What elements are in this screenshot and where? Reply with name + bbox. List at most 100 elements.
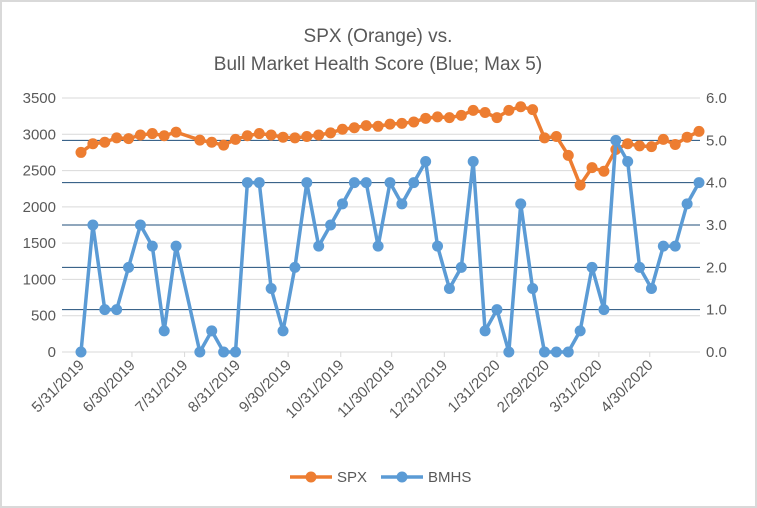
bmhs-point [313,240,325,252]
bmhs-point [479,325,491,337]
left-y-tick-label: 2500 [23,163,56,180]
spx-point [598,165,610,177]
right-y-tick-label: 2.0 [706,259,727,276]
bmhs-point [443,283,455,294]
bmhs-point [574,325,586,337]
bmhs-point [491,304,503,316]
bmhs-point [336,198,348,210]
bmhs-point [693,177,705,189]
bmhs-point [123,261,135,273]
chart-title-line-2: Bull Market Health Score (Blue; Max 5) [214,54,542,75]
spx-point [622,138,634,150]
spx-point [515,101,527,113]
spx-point [396,117,408,129]
bmhs-point [467,156,479,167]
legend-bmhs-marker [396,471,408,483]
bmhs-point [681,198,693,210]
bmhs-point [503,346,515,358]
spx-point [420,112,432,124]
spx-line [79,104,700,187]
bmhs-line [79,138,701,354]
bmhs-point [408,177,420,189]
spx-point [408,116,420,128]
legend-spx-marker [305,471,317,483]
spx-point [134,129,146,141]
spx-point [336,123,348,135]
bmhs-point [634,261,646,273]
series-spx [75,101,705,191]
bmhs-point [550,346,562,358]
spx-point [657,133,669,145]
bmhs-point [527,283,539,294]
legend-item-bmhs[interactable]: BMHS [381,469,471,486]
spx-point [634,140,646,152]
spx-point [562,149,574,161]
bmhs-point [562,346,574,358]
spx-point [325,127,337,139]
left-y-tick-label: 3000 [23,126,56,143]
bmhs-point [455,261,467,273]
x-tick-label: 3/31/2020 [546,357,605,416]
chart-title: SPX (Orange) vs. Bull Market Health Scor… [214,26,542,75]
x-tick-label: 8/31/2019 [185,357,244,416]
spx-point [372,120,384,132]
series-bmhs [75,134,705,358]
bmhs-point [146,240,158,252]
bmhs-point [645,283,657,294]
bmhs-point [218,346,230,358]
x-tick-label: 5/31/2019 [29,357,88,416]
bmhs-point [325,219,337,231]
spx-point [681,131,693,143]
spx-point [479,107,491,119]
spx-point [574,179,586,191]
right-y-tick-label: 3.0 [706,217,727,234]
bmhs-point [657,240,669,252]
spx-point [241,130,253,142]
left-y-tick-label: 2000 [23,199,56,216]
spx-point [87,138,99,150]
spx-point [527,104,539,116]
legend: SPX BMHS [290,469,471,486]
x-axis: 5/31/20196/30/20197/31/20198/31/20199/30… [29,352,657,422]
spx-point [313,129,325,141]
bmhs-point [289,261,301,273]
bmhs-point [99,304,111,316]
spx-point [123,133,135,145]
bmhs-point [432,240,444,252]
spx-point [111,132,123,144]
spx-point [443,112,455,124]
bmhs-point [669,240,681,252]
right-y-tick-label: 1.0 [706,302,727,319]
series-layer [75,101,705,358]
legend-item-spx[interactable]: SPX [290,469,367,486]
spx-point [550,130,562,142]
spx-point [301,130,313,142]
spx-point [206,136,218,148]
bmhs-point [539,346,550,358]
spx-point [503,104,515,116]
bmhs-point [75,346,87,358]
bmhs-point [265,283,277,294]
x-tick-label: 1/31/2020 [445,357,504,416]
bmhs-point [241,177,253,189]
bmhs-point [158,325,170,337]
bmhs-point [598,304,610,316]
x-tick-label: 4/30/2020 [597,357,656,416]
spx-point [146,128,158,140]
left-y-tick-label: 1000 [23,271,56,288]
bmhs-point [622,156,634,167]
spx-point [384,118,396,130]
chart-title-line-1: SPX (Orange) vs. [304,26,453,47]
spx-point [645,141,657,153]
legend-bmhs-label: BMHS [428,469,471,486]
spx-point [348,122,360,134]
left-y-tick-label: 500 [31,308,56,325]
spx-point [360,120,372,132]
bmhs-point [372,240,384,252]
bmhs-point [134,219,146,231]
spx-point [253,128,265,140]
spx-point [194,134,206,146]
bmhs-point [384,177,396,189]
spx-point [693,125,705,137]
